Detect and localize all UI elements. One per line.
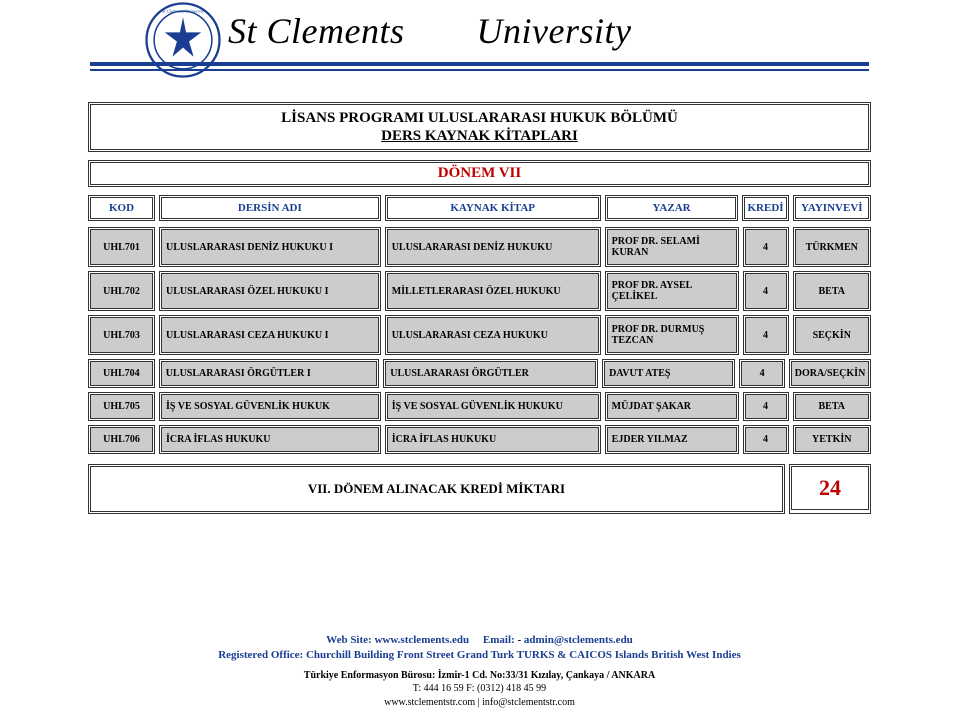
cell-name: İCRA İFLAS HUKUKU: [161, 427, 379, 452]
cell-name: ULUSLARARASI DENİZ HUKUKU I: [161, 229, 379, 265]
total-value: 24: [791, 466, 869, 510]
table-row: UHL703ULUSLARARASI CEZA HUKUKU IULUSLARA…: [88, 315, 871, 355]
cell-author: PROF DR. AYSEL ÇELİKEL: [607, 273, 737, 309]
page: St Clements University St Clements Univer…: [0, 0, 959, 717]
cell-publisher: DORA/SEÇKİN: [791, 361, 869, 386]
cell-author: PROF DR. DURMUŞ TEZCAN: [607, 317, 737, 353]
cell-publisher: BETA: [795, 273, 869, 309]
cell-book: ULUSLARARASI DENİZ HUKUKU: [387, 229, 599, 265]
col-head-author: YAZAR: [607, 197, 737, 219]
cell-name: ULUSLARARASI CEZA HUKUKU I: [161, 317, 379, 353]
header-rule-thin: [90, 69, 869, 71]
university-logo: St Clements University: [145, 2, 221, 78]
footer-email-value: admin@stclements.edu: [524, 634, 633, 646]
col-head-credit: KREDİ: [744, 197, 786, 219]
col-head-code: KOD: [90, 197, 153, 219]
footer-phone: T: 444 16 59 F: (0312) 418 45 99: [0, 682, 959, 696]
cell-name: ULUSLARARASI ÖZEL HUKUKU I: [161, 273, 379, 309]
cell-book: MİLLETLERARASI ÖZEL HUKUKU: [387, 273, 599, 309]
uni-name-right: University: [476, 11, 631, 51]
table-row: UHL701ULUSLARARASI DENİZ HUKUKU IULUSLAR…: [88, 227, 871, 267]
cell-code: UHL701: [90, 229, 153, 265]
cell-author: EJDER YILMAZ: [607, 427, 737, 452]
cell-book: İCRA İFLAS HUKUKU: [387, 427, 599, 452]
total-label: VII. DÖNEM ALINACAK KREDİ MİKTARI: [90, 466, 783, 512]
footer-registered-office: Registered Office: Churchill Building Fr…: [0, 648, 959, 663]
footer-tr-office: Türkiye Enformasyon Bürosu: İzmir-1 Cd. …: [0, 669, 959, 683]
cell-credit: 4: [745, 427, 787, 452]
semester-box: DÖNEM VII: [88, 160, 871, 187]
cell-credit: 4: [745, 394, 787, 419]
cell-code: UHL706: [90, 427, 153, 452]
cell-credit: 4: [745, 229, 787, 265]
cell-credit: 4: [745, 273, 787, 309]
footer-email-label: Email:: [483, 634, 518, 646]
table-row: UHL704 ULUSLARARASI ÖRGÜTLER I ULUSLARARAS…: [88, 359, 871, 388]
cell-publisher: TÜRKMEN: [795, 229, 869, 265]
table-row: UHL705 İŞ VE SOSYAL GÜVENLİK HUKUK İŞ VE S…: [88, 392, 871, 421]
svg-text:St Clements University: St Clements University: [162, 9, 205, 14]
university-name: St Clements University: [228, 10, 631, 52]
cell-code: UHL705: [90, 394, 153, 419]
cell-book: İŞ VE SOSYAL GÜVENLİK HUKUKU: [387, 394, 599, 419]
program-title-box: LİSANS PROGRAMI ULUSLARARASI HUKUK BÖLÜM…: [88, 102, 871, 152]
footer-web-value: www.stclements.edu: [374, 634, 469, 646]
header-banner: St Clements University St Clements Univer…: [0, 0, 959, 78]
cell-credit: 4: [745, 317, 787, 353]
footer-sites: www.stclementstr.com | info@stclementstr…: [0, 696, 959, 710]
program-line2: DERS KAYNAK KİTAPLARI: [91, 127, 868, 145]
cell-author: DAVUT ATEŞ: [604, 361, 733, 386]
header-rule-thick: [90, 62, 869, 66]
table-row: UHL706 İCRA İFLAS HUKUKU İCRA İFLAS HUKUKU…: [88, 425, 871, 454]
total-row: VII. DÖNEM ALINACAK KREDİ MİKTARI 24: [88, 464, 871, 514]
cell-publisher: BETA: [795, 394, 869, 419]
cell-author: MÜJDAT ŞAKAR: [607, 394, 737, 419]
cell-code: UHL702: [90, 273, 153, 309]
col-head-book: KAYNAK KİTAP: [387, 197, 599, 219]
footer-web-label: Web Site:: [326, 634, 374, 646]
cell-publisher: YETKİN: [795, 427, 869, 452]
cell-publisher: SEÇKİN: [795, 317, 869, 353]
table-row: UHL702ULUSLARARASI ÖZEL HUKUKU IMİLLETLE…: [88, 271, 871, 311]
cell-code: UHL703: [90, 317, 153, 353]
col-head-publisher: YAYINVEVİ: [795, 197, 869, 219]
semester-label: DÖNEM VII: [90, 162, 869, 185]
page-footer: Web Site: www.stclements.edu Email: - ad…: [0, 633, 959, 709]
cell-name: İŞ VE SOSYAL GÜVENLİK HUKUK: [161, 394, 379, 419]
cell-code: UHL704: [90, 361, 153, 386]
program-line1: LİSANS PROGRAMI ULUSLARARASI HUKUK BÖLÜM…: [91, 109, 868, 127]
cell-name: ULUSLARARASI ÖRGÜTLER I: [161, 361, 378, 386]
cell-credit: 4: [741, 361, 783, 386]
column-header-row: KOD DERSİN ADI KAYNAK KİTAP YAZAR KREDİ …: [88, 195, 871, 221]
cell-book: ULUSLARARASI CEZA HUKUKU: [387, 317, 599, 353]
cell-author: PROF DR. SELAMİ KURAN: [607, 229, 737, 265]
data-rows-container: UHL701ULUSLARARASI DENİZ HUKUKU IULUSLAR…: [0, 227, 959, 454]
cell-book: ULUSLARARASI ÖRGÜTLER: [385, 361, 596, 386]
uni-name-left: St Clements: [228, 11, 404, 51]
col-head-name: DERSİN ADI: [161, 197, 379, 219]
